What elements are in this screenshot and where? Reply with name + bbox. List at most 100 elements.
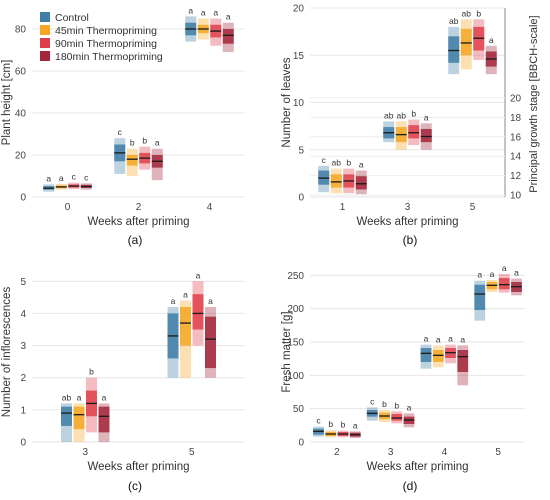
x-tick-label: 4 (207, 202, 213, 213)
x-axis-label: Weeks after priming (87, 216, 189, 228)
box-iqr (61, 406, 72, 426)
significance-letter: a (226, 12, 231, 22)
panel-caption: (a) (128, 233, 143, 247)
x-tick-label: 0 (65, 202, 71, 213)
significance-letter: a (102, 392, 107, 402)
y-tick-label: 0 (298, 438, 304, 449)
significance-letter: c (322, 155, 327, 165)
significance-letter: ab (449, 16, 459, 26)
x-tick-label: 5 (470, 202, 476, 213)
significance-letter: b (394, 400, 399, 410)
significance-letter: c (370, 396, 375, 406)
significance-letter: a (424, 334, 429, 344)
significance-letter: c (72, 172, 77, 182)
significance-letter: b (476, 8, 481, 18)
y-tick-label: 20 (15, 151, 27, 162)
significance-letter: a (183, 290, 188, 300)
box-iqr (330, 174, 342, 188)
significance-letter: a (502, 263, 507, 273)
x-tick-label: 5 (189, 447, 195, 458)
box-iqr (391, 414, 403, 421)
y-tick-label: 20 (293, 4, 305, 15)
significance-letter: a (201, 8, 206, 18)
legend-swatch (40, 51, 50, 61)
y-tick-label: 40 (15, 109, 27, 120)
y-tick-label: 10 (293, 98, 305, 109)
y-tick-label: 2 (20, 373, 26, 384)
significance-letter: b (411, 109, 416, 119)
y-tick-label: 5 (20, 277, 26, 288)
significance-letter: a (196, 270, 201, 280)
secondary-tick-label: 20 (510, 93, 522, 104)
y-tick-label: 150 (287, 338, 304, 349)
significance-letter: b (328, 419, 333, 429)
box-iqr (432, 350, 444, 362)
x-axis-label: Weeks after priming (366, 461, 468, 473)
x-tick-label: 3 (388, 447, 394, 458)
significance-letter: b (341, 420, 346, 430)
significance-letter: a (171, 296, 176, 306)
significance-letter: a (77, 392, 82, 402)
significance-letter: a (46, 173, 51, 183)
significance-letter: c (84, 172, 89, 182)
y-tick-label: 0 (20, 438, 26, 449)
x-tick-label: 3 (405, 202, 411, 213)
y-tick-label: 80 (15, 25, 27, 36)
x-tick-label: 1 (340, 202, 346, 213)
box-iqr (474, 284, 486, 310)
panel-caption: (b) (403, 233, 418, 247)
significance-letter: a (353, 420, 358, 430)
significance-letter: b (142, 136, 147, 146)
box-iqr (205, 316, 216, 369)
significance-letter: a (359, 160, 364, 170)
y-tick-label: 0 (298, 193, 304, 204)
significance-letter: ab (462, 8, 472, 18)
legend-swatch (40, 12, 50, 22)
legend-swatch (40, 25, 50, 35)
y-tick-label: 1 (20, 405, 26, 416)
secondary-tick-label: 16 (510, 132, 522, 143)
box-iqr (420, 128, 432, 143)
significance-letter: ab (397, 110, 407, 120)
legend-swatch (40, 38, 50, 48)
y-tick-label: 50 (293, 404, 305, 415)
secondary-tick-label: 12 (510, 171, 522, 182)
significance-letter: a (59, 173, 64, 183)
x-tick-label: 5 (495, 447, 501, 458)
box-iqr (457, 350, 469, 372)
significance-letter: a (448, 334, 453, 344)
y-axis-label: Plant height [cm] (1, 60, 13, 146)
significance-letter: a (213, 8, 218, 18)
significance-letter: a (489, 35, 494, 45)
panel-caption: (c) (128, 479, 142, 493)
significance-letter: b (130, 138, 135, 148)
box-iqr (420, 348, 432, 362)
y-tick-label: 5 (298, 145, 304, 156)
y-tick-label: 0 (20, 193, 26, 204)
box-iqr (192, 294, 204, 330)
significance-letter: a (424, 112, 429, 122)
significance-letter: a (436, 334, 441, 344)
significance-letter: c (118, 127, 123, 137)
significance-letter: b (346, 158, 351, 168)
secondary-tick-label: 14 (510, 152, 522, 163)
box-iqr (180, 307, 191, 346)
significance-letter: a (407, 402, 412, 412)
legend-label: Control (55, 12, 89, 24)
box-iqr (126, 155, 138, 166)
significance-letter: ab (384, 110, 394, 120)
significance-letter: c (316, 416, 321, 426)
significance-letter: a (460, 334, 465, 344)
x-axis-label: Weeks after priming (356, 216, 458, 228)
x-tick-label: 2 (334, 447, 340, 458)
legend-label: 45min Thermopriming (55, 25, 157, 37)
significance-letter: a (514, 268, 519, 278)
significance-letter: a (188, 5, 193, 15)
significance-letter: a (208, 296, 213, 306)
box-iqr (498, 278, 510, 290)
box-iqr (448, 36, 460, 63)
